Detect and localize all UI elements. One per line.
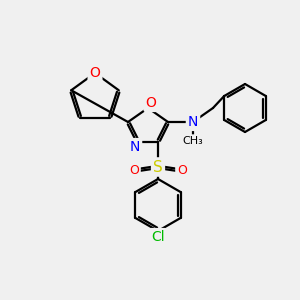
Text: CH₃: CH₃ — [183, 136, 203, 146]
Text: O: O — [177, 164, 187, 176]
Text: S: S — [153, 160, 163, 175]
Text: O: O — [146, 96, 156, 110]
Text: N: N — [130, 140, 140, 154]
Text: O: O — [90, 66, 101, 80]
Text: N: N — [188, 115, 198, 129]
Text: O: O — [129, 164, 139, 176]
Text: Cl: Cl — [151, 230, 165, 244]
